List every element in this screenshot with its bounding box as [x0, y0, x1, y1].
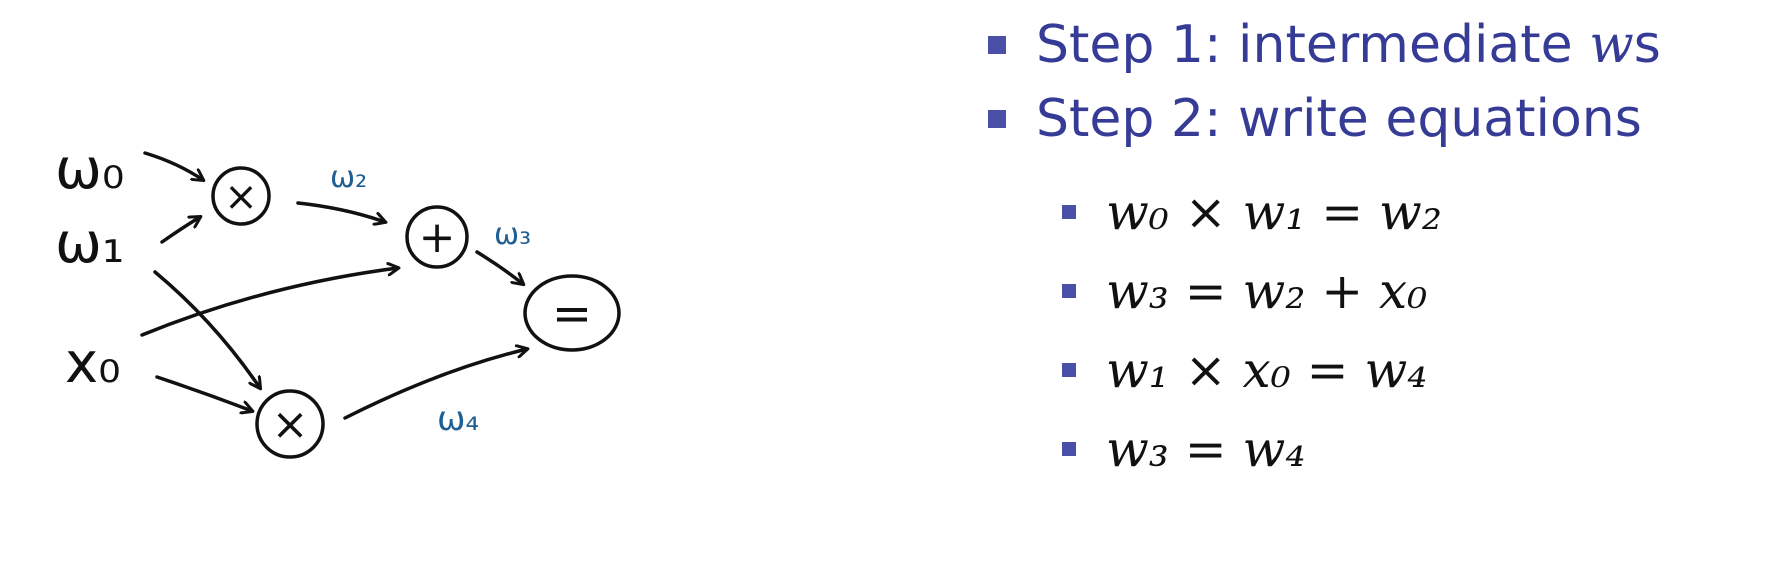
step-1-text: Step 1: intermediate ws — [1036, 15, 1661, 75]
equations-list: w₀ × w₁ = w₂ w₃ = w₂ + x₀ w₁ × x₀ = w₄ w… — [1062, 172, 1778, 488]
step-1-item: Step 1: intermediate ws — [988, 8, 1778, 82]
edge-w1-to-mul-top — [160, 217, 200, 244]
edge-w0-to-mul-top — [143, 151, 203, 180]
edge-label-w2: ω₂ — [330, 160, 367, 195]
edge-label-w4: ω₄ — [437, 399, 479, 439]
bullet-square — [988, 36, 1006, 54]
equals-node: = — [523, 274, 621, 352]
bullet-square — [1062, 283, 1076, 298]
edge-x0-to-mul-bottom — [155, 375, 252, 411]
edge-mul-bottom-to-equals — [343, 349, 527, 420]
equation-item: w₃ = w₄ — [1062, 409, 1778, 488]
plus-symbol: + — [419, 212, 456, 263]
edge-w1-to-mul-bottom — [153, 270, 260, 388]
bullet-square — [1062, 441, 1076, 456]
equation-item: w₁ × x₀ = w₄ — [1062, 330, 1778, 409]
edge-x0-to-add — [140, 268, 398, 337]
equation-text: w₀ × w₁ = w₂ — [1106, 182, 1442, 241]
equation-item: w₀ × w₁ = w₂ — [1062, 172, 1778, 251]
multiply-symbol: × — [224, 174, 258, 220]
computation-graph: ω₀ ω₁ x₀ × + × = ω₂ ω₃ ω₄ — [55, 137, 621, 459]
step-2-text: Step 2: write equations — [1036, 89, 1642, 149]
step-2-item: Step 2: write equations — [988, 82, 1778, 156]
bullet-square — [988, 110, 1006, 128]
edge-add-to-equals — [475, 250, 523, 284]
input-w1-label: ω₁ — [55, 211, 124, 276]
equals-symbol: = — [552, 286, 592, 342]
multiply-symbol: × — [272, 399, 309, 450]
equation-text: w₁ × x₀ = w₄ — [1106, 340, 1428, 399]
multiply-node-bottom: × — [255, 389, 325, 459]
multiply-node-top: × — [211, 166, 271, 226]
edge-mul-top-to-add — [296, 201, 385, 222]
input-w0-label: ω₀ — [55, 137, 124, 202]
edge-label-w3: ω₃ — [494, 217, 531, 252]
equation-item: w₃ = w₂ + x₀ — [1062, 251, 1778, 330]
bullet-square — [1062, 362, 1076, 377]
add-node: + — [405, 205, 469, 269]
equation-text: w₃ = w₄ — [1106, 419, 1306, 478]
input-x0-label: x₀ — [65, 331, 121, 396]
equation-text: w₃ = w₂ + x₀ — [1106, 261, 1428, 320]
bullet-square — [1062, 204, 1076, 219]
steps-list: Step 1: intermediate ws Step 2: write eq… — [988, 8, 1778, 488]
